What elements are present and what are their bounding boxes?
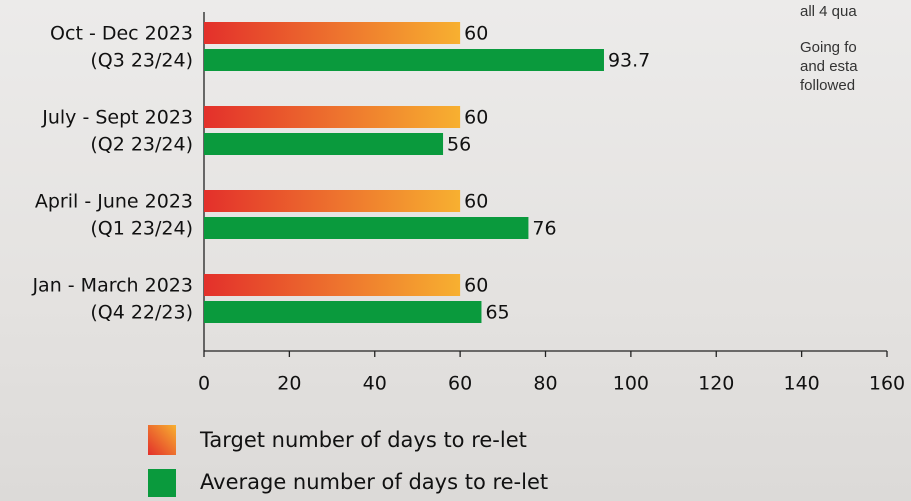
category-label: (Q1 23/24) — [90, 218, 193, 240]
x-tick-label: 140 — [783, 373, 819, 395]
x-tick-label: 0 — [198, 373, 210, 395]
chart: all 4 qua Going fo and esta followed 0 20… — [0, 0, 911, 501]
value-label: 60 — [464, 275, 488, 297]
x-tick-label: 40 — [363, 373, 387, 395]
bar — [204, 22, 460, 44]
category-label: July - Sept 2023 — [41, 107, 193, 129]
value-label: 65 — [485, 302, 509, 324]
page: all 4 qua Going fo and esta followed 0 20… — [0, 0, 911, 501]
category-label: (Q3 23/24) — [90, 50, 193, 72]
x-tick-label: 20 — [277, 373, 301, 395]
legend-label: Target number of days to re-let — [199, 428, 527, 452]
category-label: April - June 2023 — [35, 191, 193, 213]
x-tick-label: 60 — [448, 373, 472, 395]
x-tick-label: 120 — [698, 373, 734, 395]
category-label: Jan - March 2023 — [31, 275, 193, 297]
value-label: 60 — [464, 107, 488, 129]
x-tick-label: 100 — [613, 373, 649, 395]
bar — [204, 301, 481, 323]
legend-swatch — [148, 469, 176, 497]
side-text: followed — [800, 77, 855, 94]
bar — [204, 190, 460, 212]
bar — [204, 106, 460, 128]
x-tick-label: 80 — [533, 373, 557, 395]
value-label: 60 — [464, 23, 488, 45]
x-tick-label: 160 — [869, 373, 905, 395]
side-text: all 4 qua — [800, 3, 857, 20]
legend-label: Average number of days to re-let — [200, 470, 548, 494]
value-label: 56 — [447, 134, 471, 156]
category-label: (Q2 23/24) — [90, 134, 193, 156]
value-label: 93.7 — [608, 50, 650, 72]
category-label: Oct - Dec 2023 — [50, 23, 193, 45]
side-text: Going fo — [800, 39, 857, 56]
bar — [204, 133, 443, 155]
legend-swatch — [148, 425, 176, 455]
value-label: 76 — [532, 218, 556, 240]
category-label: (Q4 22/23) — [90, 302, 193, 324]
bar — [204, 217, 528, 239]
bar — [204, 49, 604, 71]
bar — [204, 274, 460, 296]
value-label: 60 — [464, 191, 488, 213]
side-text: and esta — [800, 58, 858, 75]
